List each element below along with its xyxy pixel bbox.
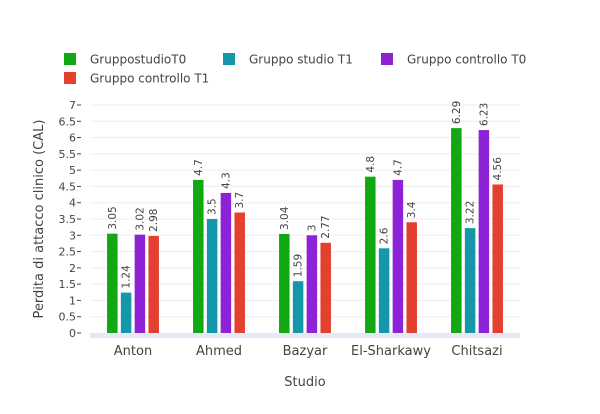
bar[interactable] (234, 212, 245, 333)
bar-value-label: 4.8 (365, 156, 377, 173)
y-tick-label: 6.5 (59, 115, 77, 128)
legend-label: Gruppo controllo T0 (407, 53, 526, 67)
legend-swatch (64, 72, 76, 84)
bar-value-label: 6.29 (451, 101, 463, 124)
bar[interactable] (451, 128, 462, 333)
x-tick-label: Anton (114, 344, 152, 359)
bar[interactable] (492, 184, 503, 333)
legend-label: Gruppo studio T1 (249, 53, 353, 67)
bar-value-label: 3.5 (207, 198, 219, 215)
y-tick-label: 0.5 (59, 311, 77, 324)
bar[interactable] (478, 130, 490, 333)
bar[interactable] (193, 179, 204, 333)
bar[interactable] (148, 235, 159, 333)
bar-value-label: 3.02 (134, 207, 146, 230)
y-tick-label: 6 (69, 132, 76, 145)
bar-value-label: 3.7 (234, 192, 246, 209)
bar[interactable] (320, 242, 331, 333)
legend-item[interactable]: GruppostudioT0 (64, 53, 186, 67)
y-tick-label: 2.5 (59, 246, 77, 259)
bar-value-label: 4.56 (492, 157, 504, 181)
y-axis-title: Perdita di attacco clinico (CAL) (32, 120, 47, 319)
bar-value-label: 4.3 (220, 172, 232, 189)
x-tick-label: Bazyar (283, 344, 328, 359)
bar-value-label: 2.6 (379, 227, 391, 244)
bar[interactable] (279, 233, 290, 333)
y-tick-label: 5.5 (59, 148, 77, 161)
bar-value-label: 1.24 (121, 265, 133, 289)
legend-item[interactable]: Gruppo studio T1 (223, 53, 353, 67)
bar[interactable] (107, 233, 118, 333)
bar-value-label: 3.4 (406, 201, 418, 218)
legend-item[interactable]: Gruppo controllo T0 (381, 53, 526, 67)
bar-value-label: 3 (306, 225, 318, 232)
legend-swatch (64, 53, 76, 65)
bar[interactable] (120, 292, 132, 333)
bar-value-label: 2.98 (148, 209, 160, 232)
bar-value-label: 6.23 (478, 103, 490, 126)
bar[interactable] (365, 176, 376, 333)
legend-item[interactable]: Gruppo controllo T1 (64, 72, 209, 86)
bar[interactable] (292, 281, 304, 333)
legend-swatch (223, 53, 235, 65)
y-tick-label: 1.5 (59, 278, 77, 291)
x-axis-title: Studio (284, 375, 325, 390)
bar[interactable] (406, 222, 417, 333)
x-tick-label: Ahmed (196, 344, 242, 359)
bar[interactable] (220, 192, 232, 333)
legend-label: GruppostudioT0 (90, 53, 186, 67)
bars (107, 128, 503, 333)
bar[interactable] (464, 228, 476, 333)
bar-value-label: 3.05 (107, 206, 119, 229)
x-tick-label: El-Sharkawy (351, 344, 431, 359)
legend[interactable]: GruppostudioT0 Gruppo studio T1 Gruppo con… (64, 53, 526, 86)
legend-label: Gruppo controllo T1 (90, 72, 209, 86)
bar-value-label: 4.7 (392, 159, 404, 176)
bar-value-label: 4.7 (193, 159, 205, 176)
bar[interactable] (392, 179, 404, 333)
bar-value-label: 2.77 (320, 215, 332, 238)
x-tick-label: Chitsazi (451, 344, 502, 359)
x-axis: Anton Ahmed Bazyar El-Sharkawy Chitsazi (114, 344, 503, 359)
bar[interactable] (206, 219, 218, 333)
y-tick-label: 1 (69, 294, 76, 307)
data-labels: 3.05 1.24 3.02 2.98 4.7 3.54.33.7 3.04 1.59 3 2.7… (107, 101, 504, 289)
y-tick-label: 4.5 (59, 180, 77, 193)
bar[interactable] (378, 248, 390, 333)
y-tick-label: 0 (69, 327, 76, 340)
bar[interactable] (134, 234, 146, 333)
y-tick-label: 3 (69, 229, 76, 242)
bar-value-label: 3.04 (279, 206, 291, 230)
y-tick-label: 3.5 (59, 213, 77, 226)
y-tick-label: 5 (69, 164, 76, 177)
y-tick-label: 4 (69, 197, 76, 210)
y-axis: 0 0.5 1 1.5 2 2.5 3 3.5 4 4.5 5 5.5 6 6.5 7 (59, 99, 81, 340)
bar-value-label: 1.59 (293, 254, 305, 277)
gridlines (90, 104, 520, 338)
x-axis-baseline (90, 333, 520, 338)
bar[interactable] (306, 235, 318, 333)
y-tick-label: 7 (69, 99, 76, 112)
bar-value-label: 3.22 (465, 201, 477, 224)
legend-swatch (381, 53, 393, 65)
y-tick-label: 2 (69, 262, 76, 275)
